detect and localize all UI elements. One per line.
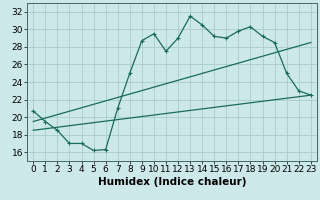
X-axis label: Humidex (Indice chaleur): Humidex (Indice chaleur) bbox=[98, 177, 246, 187]
